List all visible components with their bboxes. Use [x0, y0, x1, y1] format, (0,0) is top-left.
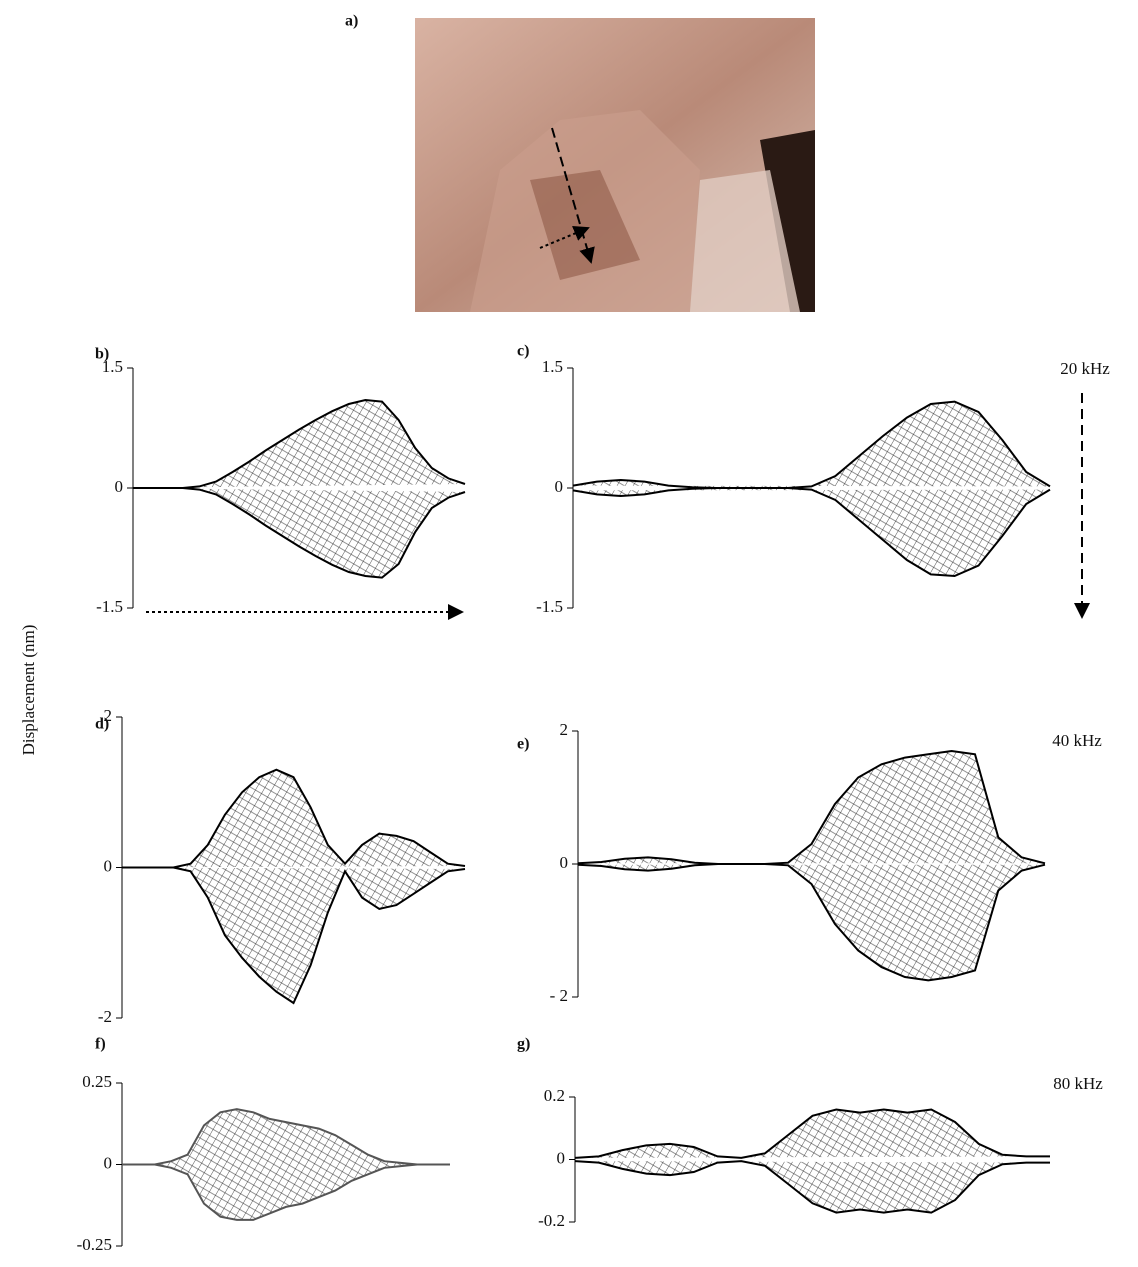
y-axis-label: Displacement (nm): [19, 625, 38, 756]
frequency-label: 20 kHz: [1060, 359, 1110, 378]
y-tick-label: 0: [115, 477, 124, 496]
y-tick-label: -2: [98, 1007, 112, 1026]
dashed-arrow: [551, 127, 595, 264]
panel-label: a): [345, 13, 358, 30]
panel-label: e): [517, 736, 529, 753]
wave-envelope: [577, 863, 1046, 982]
y-tick-label: 0: [560, 853, 569, 872]
y-tick-label: -0.25: [77, 1235, 112, 1254]
panel-label: g): [517, 1036, 530, 1053]
photo-region: [690, 170, 800, 312]
panel-label: b): [95, 346, 109, 363]
y-tick-label: 2: [560, 720, 569, 739]
y-tick-label: 1.5: [102, 357, 123, 376]
panel-label: f): [95, 1036, 106, 1053]
frequency-label: 40 kHz: [1052, 731, 1102, 750]
photo: [415, 18, 815, 312]
y-tick-label: 0: [555, 477, 564, 496]
wave-envelope: [122, 866, 466, 1005]
dotted-arrow: [539, 226, 590, 249]
y-tick-label: -0.2: [538, 1211, 565, 1230]
wave-envelope: [574, 1108, 1050, 1159]
y-tick-label: 1.5: [542, 357, 563, 376]
frequency-label: 80 kHz: [1053, 1074, 1103, 1093]
y-tick-label: 0.2: [544, 1086, 565, 1105]
y-tick-label: 0: [104, 856, 113, 875]
photo-region: [760, 130, 815, 312]
y-tick-label: 0.25: [82, 1072, 112, 1091]
y-tick-label: 0: [104, 1153, 113, 1172]
wave-envelope: [133, 398, 466, 489]
y-tick-label: - 2: [550, 986, 568, 1005]
wave-envelope: [133, 487, 466, 579]
photo-region: [530, 170, 640, 280]
wave-envelope: [122, 768, 466, 869]
wave-envelope: [122, 1163, 450, 1221]
panel-label: c): [517, 343, 529, 360]
y-tick-label: -1.5: [536, 597, 563, 616]
wave-envelope: [572, 400, 1051, 489]
y-tick-label: 0: [557, 1148, 566, 1167]
panel-label: d): [95, 716, 109, 733]
wave-envelope: [572, 487, 1051, 578]
y-tick-label: -1.5: [96, 597, 123, 616]
wave-envelope: [574, 1160, 1050, 1214]
wave-envelope: [577, 749, 1046, 865]
y-tick-label: 2: [104, 706, 113, 725]
wave-envelope: [122, 1108, 450, 1166]
